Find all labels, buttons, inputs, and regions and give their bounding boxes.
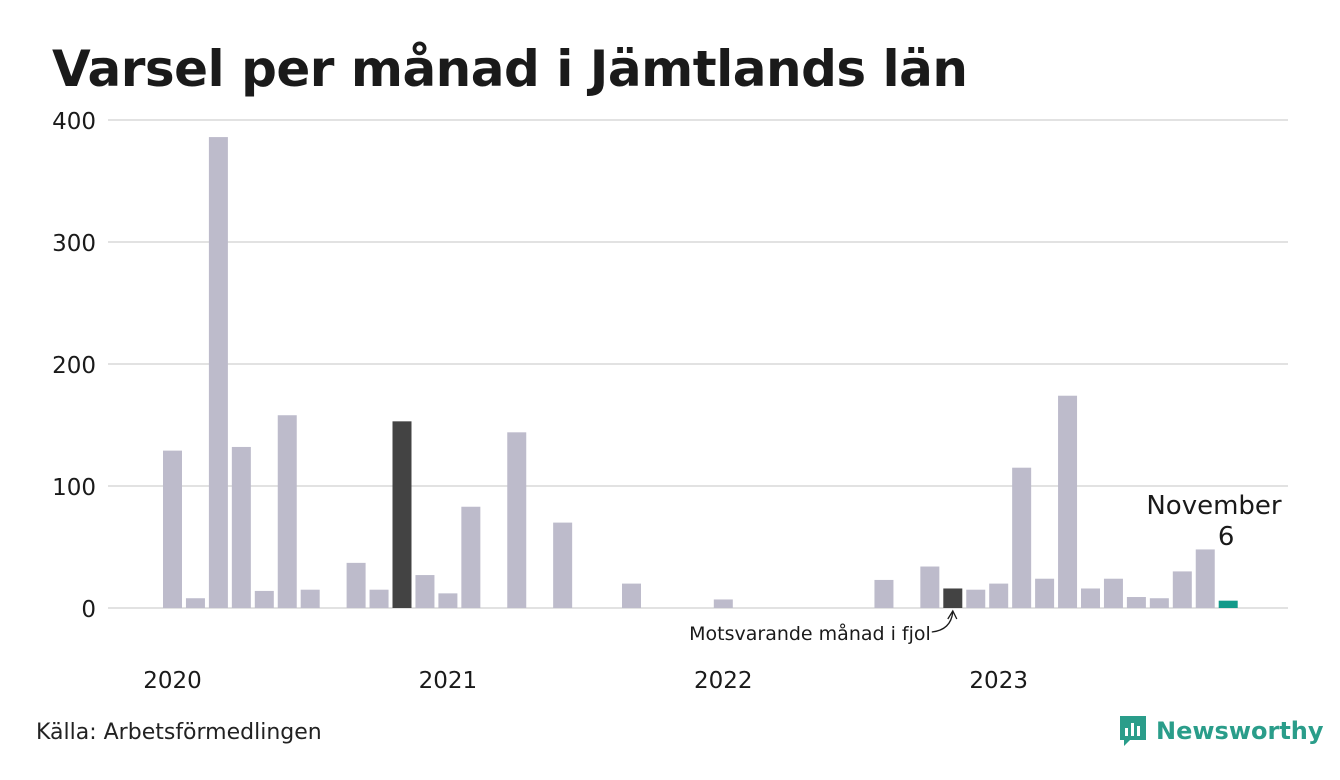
bar-2023-09 <box>1172 571 1192 608</box>
bar-2023-06 <box>1103 578 1123 608</box>
newsworthy-logo: Newsworthy <box>1118 714 1324 748</box>
bar-2023-03 <box>1035 578 1055 608</box>
bar-2020-01 <box>163 450 182 608</box>
x-year-label: 2022 <box>694 668 753 694</box>
current-value-label: 6 <box>1218 522 1235 552</box>
newsworthy-logo-icon <box>1120 716 1146 746</box>
x-year-label: 2023 <box>969 668 1028 694</box>
x-year-label: 2021 <box>419 668 478 694</box>
bar-2023-10 <box>1195 549 1215 608</box>
bar-2022-08 <box>874 579 894 608</box>
bar-2020-10 <box>369 589 389 608</box>
bar-2023-04 <box>1058 395 1078 608</box>
bar-2020-11 <box>392 421 412 608</box>
bar-2020-04 <box>231 446 251 608</box>
chart-title: Varsel per månad i Jämtlands län <box>52 40 968 98</box>
bar-2020-07 <box>300 589 320 608</box>
y-tick-label: 200 <box>52 353 96 379</box>
bar-2023-07 <box>1126 597 1146 608</box>
bar-2021-09 <box>622 583 641 608</box>
bar-2020-12 <box>415 575 435 608</box>
bars <box>163 137 1238 608</box>
y-tick-label: 400 <box>52 109 96 135</box>
bar-2021-01 <box>438 593 458 608</box>
bar-2023-11 <box>1218 600 1238 608</box>
y-axis-ticks: 0 100 200 300 400 <box>52 109 96 623</box>
bar-2020-05 <box>254 590 274 608</box>
y-tick-label: 0 <box>81 597 96 623</box>
annotations: November 6 Motsvarande månad i fjol <box>689 491 1282 645</box>
annotation-arrow-icon <box>931 611 954 633</box>
y-tick-label: 100 <box>52 475 96 501</box>
bar-2022-11 <box>943 588 963 608</box>
bar-2021-06 <box>553 522 573 608</box>
bar-2021-04 <box>507 432 527 608</box>
current-month-label: November <box>1146 491 1282 521</box>
bar-2023-08 <box>1149 598 1169 608</box>
bar-2023-05 <box>1081 588 1100 608</box>
x-year-label: 2020 <box>143 668 202 694</box>
bar-2023-02 <box>1012 467 1032 608</box>
bar-2020-03 <box>208 137 228 608</box>
bar-2022-12 <box>966 589 986 608</box>
bar-2023-01 <box>989 583 1009 608</box>
arrowhead-icon <box>947 609 958 620</box>
x-axis-year-labels: 2020 2021 2022 2023 <box>143 668 1028 694</box>
bar-2022-10 <box>920 566 940 608</box>
bar-2020-02 <box>185 598 205 608</box>
bar-2021-02 <box>461 506 481 608</box>
bar-2020-09 <box>346 562 366 608</box>
bar-chart: 0 100 200 300 400 2020 2021 2022 2023 November … <box>52 109 1288 694</box>
bar-2022-01 <box>713 599 733 608</box>
bar-2020-06 <box>277 415 297 608</box>
y-tick-label: 300 <box>52 231 96 257</box>
logo-text: Newsworthy <box>1156 717 1324 745</box>
source-credit: Källa: Arbetsförmedlingen <box>36 720 322 745</box>
prev-year-annotation: Motsvarande månad i fjol <box>689 622 931 645</box>
